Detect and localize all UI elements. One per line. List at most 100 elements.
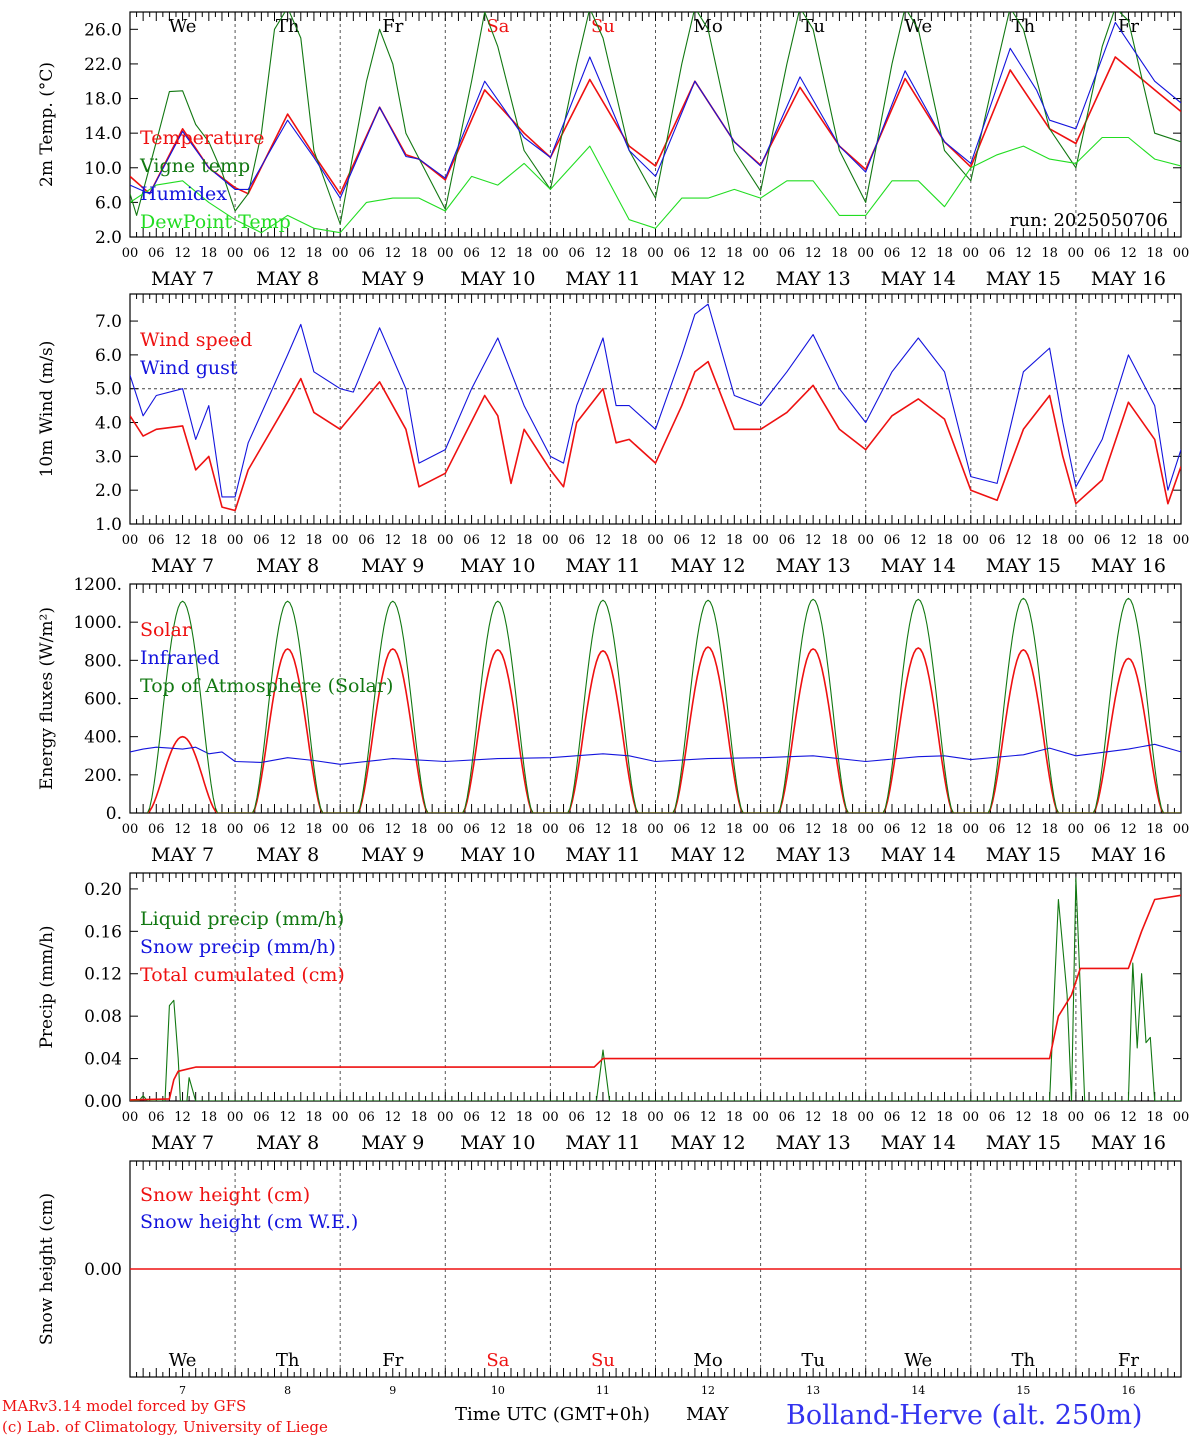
hour-tick-label: 00 [437,246,454,261]
hour-tick-label: 00 [857,533,874,548]
hour-tick-label: 06 [463,1110,480,1125]
y-tick-label: 0.16 [84,922,122,942]
day-number-label: 16 [1121,1384,1135,1397]
series-line-dewpoint-temp [130,136,1181,234]
y-tick-label: 0.08 [84,1007,122,1027]
weekday-label: Sa [486,1350,509,1371]
hour-tick-label: 00 [1173,822,1190,837]
hour-tick-label: 00 [227,246,244,261]
hour-tick-label: 06 [884,246,901,261]
date-label: MAY 11 [565,844,640,866]
date-label: MAY 16 [1091,1132,1166,1154]
weekday-label: Th [276,1350,300,1371]
hour-tick-label: 06 [1094,533,1111,548]
hour-tick-label: 00 [437,533,454,548]
legend-entry: Solar [140,619,192,641]
hour-tick-label: 18 [306,246,323,261]
panel-temp: 2.0 6.0 10.0 14.0 18.0 22.0 26.0 2m Temp. (°C) 0… [37,11,1189,290]
hour-tick-label: 12 [174,1110,191,1125]
hour-tick-label: 18 [1041,533,1058,548]
day-number-label: 10 [491,1384,505,1397]
date-label: MAY 8 [256,555,319,577]
day-number-label: 11 [596,1384,610,1397]
hour-tick-label: 00 [122,533,139,548]
hour-tick-label: 12 [490,822,507,837]
date-label: MAY 8 [256,268,319,290]
model-credit: MARv3.14 model forced by GFS [2,1397,247,1415]
hour-tick-label: 18 [516,246,533,261]
hour-tick-label: 00 [122,246,139,261]
hour-tick-label: 06 [779,822,796,837]
hour-tick-label: 18 [621,533,638,548]
hour-tick-label: 00 [542,246,559,261]
date-label: MAY 12 [670,1132,745,1154]
date-label: MAY 15 [986,555,1061,577]
hour-tick-label: 06 [1094,246,1111,261]
hour-tick-label: 06 [779,246,796,261]
hour-tick-label: 18 [936,1110,953,1125]
hour-tick-label: 06 [148,1110,165,1125]
hour-tick-label: 06 [148,822,165,837]
hour-tick-label: 06 [989,822,1006,837]
hour-tick-label: 18 [516,533,533,548]
hour-tick-label: 12 [174,822,191,837]
y-tick-label: 14.0 [84,124,122,144]
date-label: MAY 16 [1091,555,1166,577]
hour-tick-label: 18 [831,1110,848,1125]
day-number-label: 14 [911,1384,925,1397]
hour-tick-label: 00 [1068,822,1085,837]
hour-tick-label: 00 [437,1110,454,1125]
hour-tick-label: 18 [306,1110,323,1125]
legend-entry: Total cumulated (cm) [140,964,345,986]
day-number-label: 8 [284,1384,291,1397]
hour-tick-label: 12 [1015,1110,1032,1125]
legend-entry: Infrared [140,647,220,669]
y-tick-label: 0. [106,804,122,824]
hour-tick-label: 12 [279,822,296,837]
hour-tick-label: 18 [1146,822,1163,837]
hour-tick-label: 00 [963,533,980,548]
hour-tick-label: 00 [857,1110,874,1125]
hour-tick-label: 00 [542,1110,559,1125]
series-line-vigne-temp [130,12,1181,225]
hour-tick-label: 00 [332,822,349,837]
date-label: MAY 13 [776,555,851,577]
hour-tick-label: 00 [332,1110,349,1125]
hour-tick-label: 06 [358,1110,375,1125]
hour-tick-label: 18 [201,246,218,261]
hour-tick-label: 18 [1041,822,1058,837]
hour-tick-label: 00 [647,246,664,261]
y-tick-label: 5.0 [95,380,122,400]
hour-tick-label: 00 [1173,533,1190,548]
hour-tick-label: 18 [621,1110,638,1125]
hour-tick-label: 12 [1120,822,1137,837]
hour-tick-label: 06 [674,533,691,548]
date-label: MAY 11 [565,1132,640,1154]
date-label: MAY 16 [1091,844,1166,866]
hour-tick-label: 12 [1015,533,1032,548]
date-label: MAY 12 [670,844,745,866]
hour-tick-label: 00 [963,1110,980,1125]
date-label: MAY 10 [460,268,535,290]
hour-tick-label: 18 [201,1110,218,1125]
hour-tick-label: 06 [253,1110,270,1125]
hour-tick-label: 12 [1120,246,1137,261]
hour-tick-label: 18 [411,533,428,548]
hour-tick-label: 12 [595,822,612,837]
hour-tick-label: 12 [805,1110,822,1125]
date-label: MAY 16 [1091,268,1166,290]
day-number-label: 12 [701,1384,715,1397]
lab-credit: (c) Lab. of Climatology, University of L… [2,1418,328,1436]
hour-tick-label: 12 [595,1110,612,1125]
date-label: MAY 11 [565,268,640,290]
hour-tick-label: 12 [805,246,822,261]
day-number-label: 15 [1016,1384,1030,1397]
hour-tick-label: 12 [595,246,612,261]
hour-tick-label: 12 [700,1110,717,1125]
hour-tick-label: 12 [1120,533,1137,548]
hour-tick-label: 06 [568,533,585,548]
hour-tick-label: 06 [253,246,270,261]
hour-tick-label: 06 [1094,822,1111,837]
hour-tick-label: 06 [674,822,691,837]
weekday-label: Mo [693,1350,722,1371]
